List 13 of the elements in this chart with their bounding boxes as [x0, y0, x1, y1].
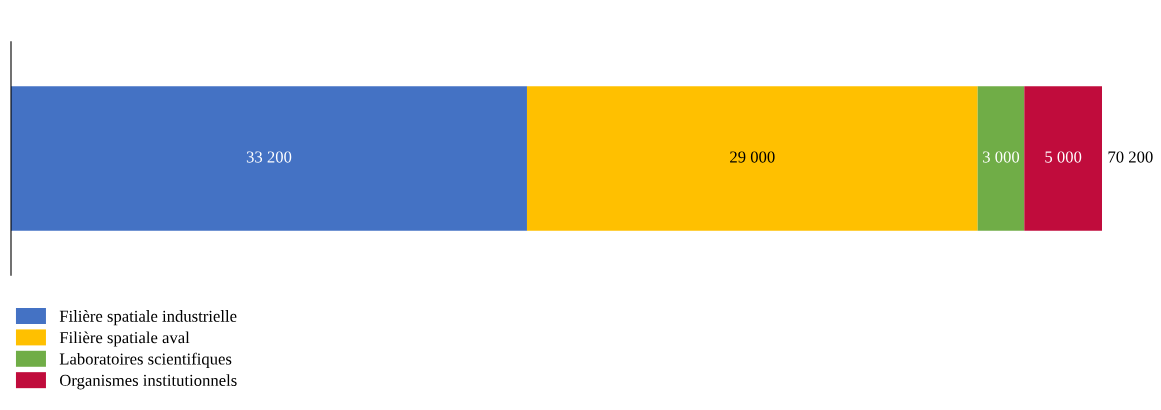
total-label: 70 200: [1108, 151, 1153, 163]
data-label: 5 000: [1045, 151, 1082, 163]
legend-label: Filière spatiale industrielle: [59, 310, 237, 326]
bar: [1024, 86, 1102, 231]
data-label: 33 200: [246, 151, 292, 163]
legend-label: Laboratoires scientifiques: [59, 352, 232, 368]
legend-label: Organismes institutionnels: [59, 374, 237, 390]
data-label: 3 000: [983, 151, 1020, 163]
bar: [11, 86, 527, 231]
bar: [526, 86, 978, 231]
bar: [977, 86, 1025, 231]
legend-label: Filière spatiale aval: [59, 331, 190, 347]
data-label: 29 000: [730, 151, 775, 163]
